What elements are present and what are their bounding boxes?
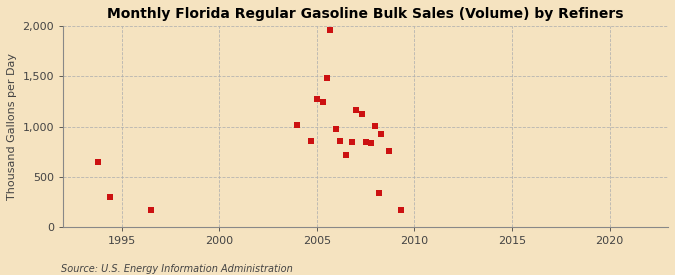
Point (374, 191, 385, 195)
Point (356, 111, 367, 116)
Point (383, 148, 394, 153)
Point (396, 208, 406, 213)
Point (321, 76, 332, 81)
Point (341, 153, 352, 158)
Point (306, 139, 317, 143)
Title: Monthly Florida Regular Gasoline Bulk Sales (Volume) by Refiners: Monthly Florida Regular Gasoline Bulk Sa… (107, 7, 624, 21)
Point (350, 108, 361, 112)
Point (366, 141, 377, 145)
Point (370, 123, 381, 128)
Point (311, 97, 322, 101)
Point (146, 208, 157, 213)
Point (292, 122, 302, 127)
Point (331, 127, 342, 131)
Point (376, 131, 387, 136)
Point (105, 195, 115, 200)
Point (335, 139, 346, 143)
Point (317, 99, 328, 104)
Point (346, 140, 357, 144)
Point (325, 28, 336, 32)
Text: Source: U.S. Energy Information Administration: Source: U.S. Energy Information Administ… (61, 264, 292, 274)
Y-axis label: Thousand Gallons per Day: Thousand Gallons per Day (7, 53, 17, 200)
Point (360, 139, 371, 144)
Point (93, 160, 104, 164)
